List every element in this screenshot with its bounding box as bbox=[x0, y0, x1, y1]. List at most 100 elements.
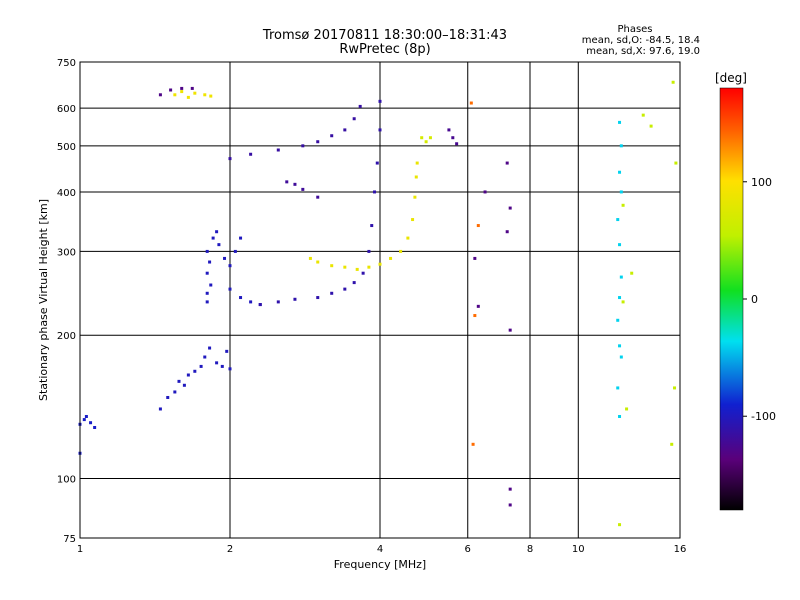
data-point bbox=[293, 182, 297, 186]
data-point bbox=[473, 314, 477, 318]
data-point bbox=[414, 175, 418, 179]
x-tick-label: 16 bbox=[674, 544, 687, 555]
data-points bbox=[78, 80, 678, 527]
data-point bbox=[508, 503, 512, 507]
data-point bbox=[508, 328, 512, 332]
y-axis-label: Stationary phase Virtual Height [km] bbox=[37, 199, 50, 401]
data-point bbox=[158, 407, 162, 411]
colorbar-ticks: [deg] 100 0 -100 bbox=[715, 71, 776, 423]
data-point bbox=[358, 104, 362, 108]
y-tick-label: 400 bbox=[57, 188, 76, 199]
data-point bbox=[621, 300, 625, 304]
x-tick-label: 1 bbox=[77, 544, 83, 555]
data-point bbox=[451, 136, 455, 140]
data-point bbox=[505, 230, 509, 234]
data-point bbox=[476, 304, 480, 308]
x-axis-label: Frequency [MHz] bbox=[334, 558, 426, 571]
data-point bbox=[186, 95, 190, 99]
data-point bbox=[276, 148, 280, 152]
data-point bbox=[308, 256, 312, 260]
data-point bbox=[619, 190, 623, 194]
data-point bbox=[211, 236, 215, 240]
data-point bbox=[352, 117, 356, 121]
y-tick-label: 200 bbox=[57, 331, 76, 342]
y-tick-label: 75 bbox=[63, 534, 76, 545]
data-point bbox=[618, 344, 622, 348]
data-point bbox=[618, 120, 622, 124]
data-point bbox=[505, 161, 509, 165]
colorbar-label: [deg] bbox=[715, 71, 747, 85]
data-point bbox=[82, 418, 86, 422]
data-point bbox=[355, 267, 359, 271]
data-point bbox=[209, 94, 213, 98]
data-point bbox=[205, 271, 209, 275]
data-point bbox=[239, 296, 243, 300]
data-point bbox=[399, 249, 403, 253]
data-point bbox=[420, 136, 424, 140]
data-point bbox=[217, 243, 221, 247]
data-point bbox=[424, 140, 428, 144]
data-point bbox=[619, 275, 623, 279]
data-point bbox=[469, 101, 473, 105]
data-point bbox=[367, 249, 371, 253]
data-point bbox=[301, 144, 305, 148]
phase-stats-x: mean, sd,X: 97.6, 19.0 bbox=[586, 46, 700, 57]
data-point bbox=[618, 414, 622, 418]
data-point bbox=[228, 264, 232, 268]
data-point bbox=[190, 86, 194, 90]
data-point bbox=[208, 346, 212, 350]
colorbar bbox=[719, 87, 744, 511]
data-point bbox=[258, 303, 262, 307]
y-tick-label: 100 bbox=[57, 475, 76, 486]
data-point bbox=[455, 142, 459, 146]
data-point bbox=[343, 287, 347, 291]
data-point bbox=[378, 262, 382, 266]
data-point bbox=[215, 230, 219, 234]
data-point bbox=[208, 260, 212, 264]
data-point bbox=[343, 265, 347, 269]
x-tick-label: 10 bbox=[572, 544, 585, 555]
chart-title-line-1: Tromsø 20170811 18:30:00–18:31:43 bbox=[262, 28, 508, 43]
data-point bbox=[343, 128, 347, 132]
data-point bbox=[476, 224, 480, 228]
data-point bbox=[89, 421, 93, 425]
data-point bbox=[249, 300, 253, 304]
colorbar-tick-label: 100 bbox=[751, 176, 772, 189]
data-point bbox=[673, 386, 677, 390]
data-point bbox=[508, 487, 512, 491]
y-tick-label: 300 bbox=[57, 247, 76, 258]
data-point bbox=[301, 187, 305, 191]
data-point bbox=[203, 355, 207, 359]
data-point bbox=[619, 144, 623, 148]
data-point bbox=[316, 296, 320, 300]
data-point bbox=[330, 134, 334, 138]
data-point bbox=[621, 203, 625, 207]
data-point bbox=[389, 256, 393, 260]
y-tick-label: 600 bbox=[57, 104, 76, 115]
data-point bbox=[352, 281, 356, 285]
grid-lines bbox=[80, 62, 680, 538]
data-point bbox=[205, 300, 209, 304]
data-point bbox=[205, 249, 209, 253]
data-point bbox=[316, 260, 320, 264]
data-point bbox=[415, 161, 419, 165]
x-tick-label: 8 bbox=[527, 544, 533, 555]
data-point bbox=[186, 373, 190, 377]
x-tick-label: 2 bbox=[227, 544, 233, 555]
data-point bbox=[220, 364, 224, 368]
data-point bbox=[618, 170, 622, 174]
data-point bbox=[316, 140, 320, 144]
data-point bbox=[199, 364, 203, 368]
phase-stats-o: mean, sd,O: -84.5, 18.4 bbox=[581, 35, 700, 46]
data-point bbox=[373, 190, 377, 194]
data-point bbox=[93, 425, 97, 429]
data-point bbox=[618, 296, 622, 300]
data-point bbox=[616, 318, 620, 322]
x-tick-label: 4 bbox=[377, 544, 383, 555]
data-point bbox=[215, 361, 219, 365]
data-point bbox=[508, 206, 512, 210]
data-point bbox=[239, 236, 243, 240]
phase-stats-heading: Phases bbox=[617, 24, 653, 35]
data-point bbox=[177, 379, 181, 383]
